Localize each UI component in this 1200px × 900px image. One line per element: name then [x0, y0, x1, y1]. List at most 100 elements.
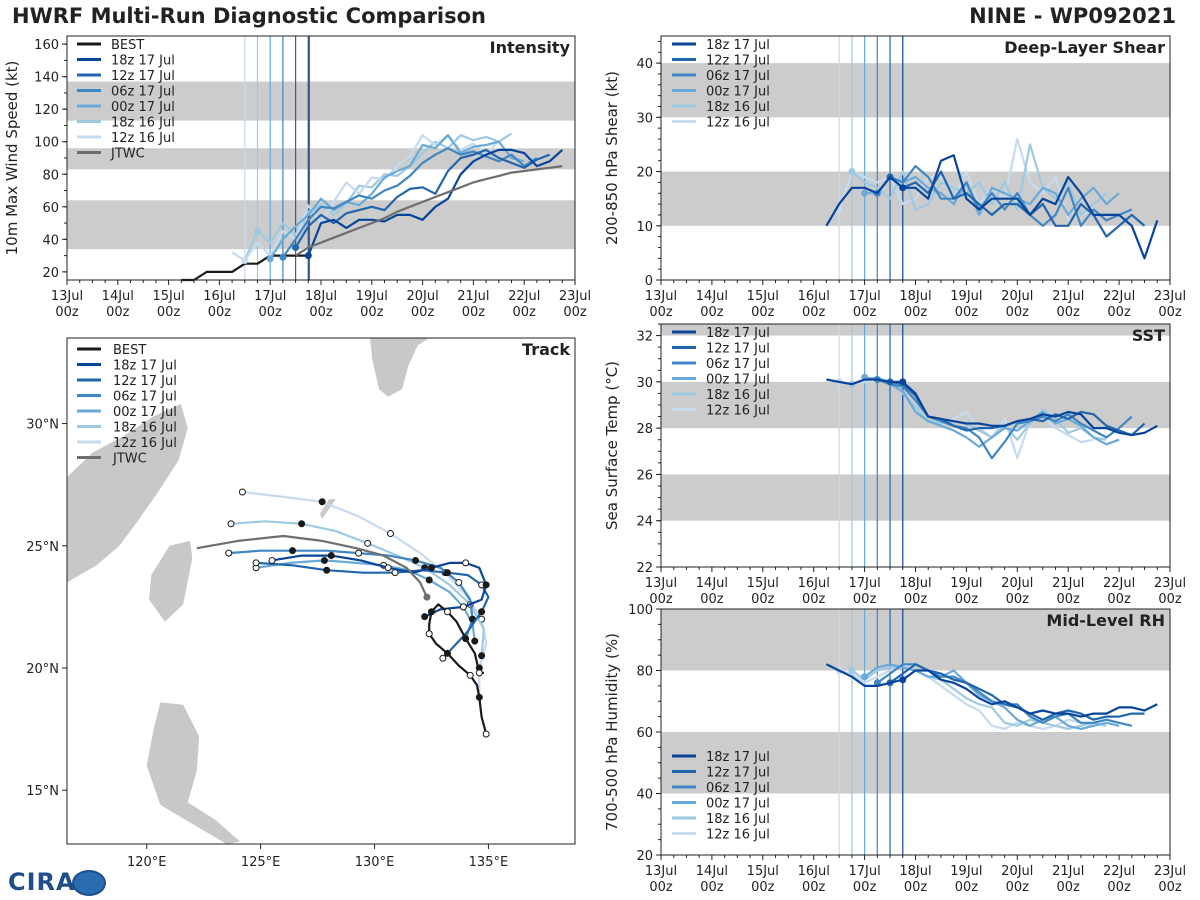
x-tick-hour-label: 00z [1006, 305, 1030, 320]
x-tick-day-label: 16Jul [798, 289, 830, 304]
y-tick-label: 120 [34, 103, 59, 118]
track-point [482, 581, 490, 589]
track-point [459, 603, 467, 611]
x-tick-day-label: 19Jul [950, 864, 982, 879]
x-tick-hour-label: 00z [649, 592, 673, 607]
series-line-r00z17 [864, 376, 1120, 448]
lat-label: 15°N [26, 784, 59, 799]
series-line-r06z17 [282, 147, 538, 258]
main-title: HWRF Multi-Run Diagnostic Comparison [12, 4, 487, 28]
init-marker [899, 676, 907, 684]
init-marker [861, 189, 869, 197]
x-tick-day-label: 23Jul [1154, 864, 1186, 879]
x-tick-day-label: 20Jul [1001, 289, 1033, 304]
y-axis-label: 10m Max Wind Speed (kt) [3, 61, 21, 256]
track-point [471, 637, 479, 645]
series-line-r18z16 [243, 132, 513, 261]
map-frame [66, 337, 576, 845]
x-tick-hour-label: 00z [1107, 880, 1131, 895]
x-tick-day-label: 13Jul [51, 289, 83, 304]
series-line-r12z17 [889, 663, 1145, 721]
legend-label: 12z 16 Jul [113, 436, 177, 451]
lon-label: 120°E [127, 855, 167, 870]
shaded-band [661, 609, 1170, 671]
x-tick-hour-label: 00z [360, 305, 384, 320]
land-area [67, 404, 188, 583]
storm-title: NINE - WP092021 [969, 4, 1176, 28]
track-point [412, 556, 420, 564]
shaded-band [661, 732, 1170, 794]
legend-label: 12z 17 Jul [706, 54, 770, 69]
legend-label: 18z 16 Jul [113, 421, 177, 436]
x-tick-day-label: 22Jul [508, 289, 540, 304]
x-tick-day-label: 21Jul [1052, 576, 1084, 591]
legend-label: 12z 17 Jul [706, 766, 770, 781]
x-tick-day-label: 16Jul [798, 576, 830, 591]
shaded-band [661, 63, 1170, 118]
y-tick-label: 20 [636, 166, 653, 181]
x-tick-hour-label: 00z [1158, 305, 1182, 320]
x-tick-day-label: 14Jul [102, 289, 134, 304]
series-line-r18z16 [851, 666, 1107, 731]
y-tick-label: 0 [645, 274, 653, 289]
x-tick-hour-label: 00z [955, 592, 979, 607]
x-tick-hour-label: 00z [904, 305, 928, 320]
lat-label: 30°N [26, 418, 59, 433]
track-point [439, 654, 447, 662]
track-point [225, 549, 233, 557]
track-point [227, 520, 235, 528]
x-tick-day-label: 15Jul [747, 289, 779, 304]
land-area [149, 540, 193, 622]
legend-label: 12z 16 Jul [706, 404, 770, 419]
sst-chart: 22242628303213Jul00z14Jul00z15Jul00z16Ju… [603, 323, 1186, 607]
chart-title: Mid-Level RH [1046, 611, 1165, 630]
init-marker [861, 673, 869, 681]
legend-label: 18z 17 Jul [706, 38, 770, 53]
track-point [327, 552, 335, 560]
x-tick-day-label: 20Jul [1001, 576, 1033, 591]
init-marker [254, 227, 261, 235]
x-tick-hour-label: 00z [55, 305, 79, 320]
y-tick-label: 10 [636, 220, 653, 235]
x-tick-day-label: 15Jul [747, 576, 779, 591]
shear-chart: 01020304013Jul00z14Jul00z15Jul00z16Jul00… [603, 35, 1186, 320]
x-tick-hour-label: 00z [955, 880, 979, 895]
x-tick-day-label: 13Jul [645, 864, 677, 879]
x-tick-hour-label: 00z [751, 880, 775, 895]
y-tick-label: 30 [636, 111, 653, 126]
init-marker [279, 253, 287, 261]
x-tick-hour-label: 00z [1158, 880, 1182, 895]
y-tick-label: 100 [34, 136, 59, 151]
chart-title: Intensity [490, 38, 571, 57]
track-point [443, 649, 451, 657]
legend-label: 18z 16 Jul [706, 812, 770, 827]
series-line-r12z17 [294, 148, 550, 249]
y-tick-label: 60 [42, 201, 59, 216]
legend-label: JTWC [110, 147, 145, 162]
track-point [475, 669, 483, 677]
init-marker [304, 252, 312, 260]
y-tick-label: 60 [636, 726, 653, 741]
series-line-r18z17 [307, 148, 564, 257]
x-tick-hour-label: 00z [955, 305, 979, 320]
rh-chart: 2040608010013Jul00z14Jul00z15Jul00z16Jul… [603, 603, 1186, 895]
x-tick-day-label: 18Jul [899, 576, 931, 591]
x-tick-hour-label: 00z [1006, 880, 1030, 895]
y-tick-label: 140 [34, 71, 59, 86]
legend-label: 12z 17 Jul [113, 374, 177, 389]
x-tick-day-label: 23Jul [559, 289, 591, 304]
x-tick-hour-label: 00z [259, 305, 283, 320]
chart-title: SST [1132, 326, 1165, 345]
series-line-r12z16 [838, 663, 1094, 731]
track-line-jtwc [196, 534, 428, 598]
x-tick-day-label: 23Jul [1154, 576, 1186, 591]
x-tick-hour-label: 00z [904, 592, 928, 607]
x-tick-day-label: 20Jul [1001, 864, 1033, 879]
series-line-r18z17 [825, 663, 1158, 718]
x-tick-day-label: 19Jul [950, 289, 982, 304]
x-tick-hour-label: 00z [462, 305, 486, 320]
x-tick-day-label: 21Jul [457, 289, 489, 304]
track-point [466, 671, 474, 679]
track-point [427, 564, 435, 572]
track-point [482, 730, 490, 738]
